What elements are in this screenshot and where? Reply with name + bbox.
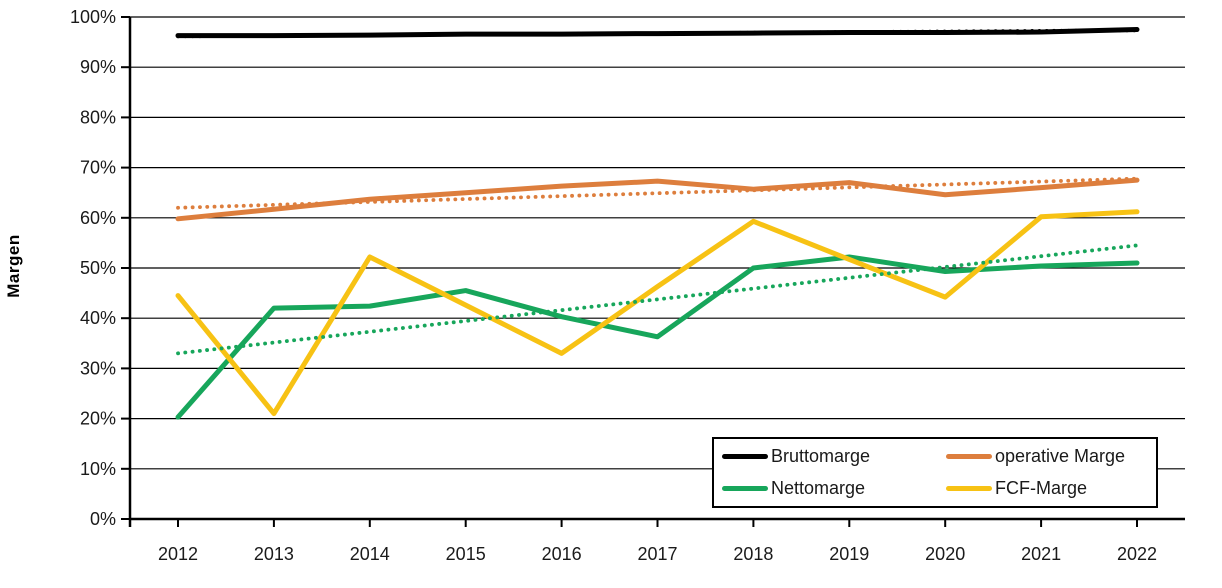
x-tick-label: 2021	[1021, 544, 1061, 564]
legend: Bruttomarge operative Marge Nettomarge F…	[712, 437, 1158, 508]
operative-marge-trendline	[176, 176, 1139, 210]
y-tick-label: 0%	[90, 509, 116, 529]
legend-label-bruttomarge: Bruttomarge	[771, 446, 871, 467]
x-tick-label: 2013	[254, 544, 294, 564]
operative-marge-line-swatch	[946, 454, 992, 460]
x-tick-label: 2014	[350, 544, 390, 564]
y-tick-label: 60%	[80, 208, 116, 228]
legend-item-fcf-marge: FCF-Marge	[946, 478, 1154, 499]
legend-label-fcf-marge: FCF-Marge	[995, 477, 1088, 498]
x-tick-label: 2019	[829, 544, 869, 564]
fcf-marge-line	[175, 209, 1140, 417]
legend-item-nettomarge: Nettomarge	[722, 478, 946, 499]
x-tick-label: 2016	[542, 544, 582, 564]
y-tick-label: 70%	[80, 158, 116, 178]
y-tick-label: 100%	[70, 7, 116, 27]
x-tick-label: 2015	[446, 544, 486, 564]
legend-label-operative-marge: operative Marge	[995, 446, 1126, 467]
x-tick-label: 2012	[158, 544, 198, 564]
x-tick-label: 2020	[925, 544, 965, 564]
bruttomarge-line	[175, 27, 1140, 39]
y-tick-label: 30%	[80, 358, 116, 378]
legend-item-operative-marge: operative Marge	[946, 446, 1154, 467]
operative-marge-line	[175, 177, 1140, 222]
fcf-marge-line-swatch	[946, 485, 992, 491]
y-tick-label: 50%	[80, 258, 116, 278]
y-tick-label: 80%	[80, 107, 116, 127]
legend-item-bruttomarge: Bruttomarge	[722, 446, 946, 467]
y-tick-label: 90%	[80, 57, 116, 77]
y-tick-label: 10%	[80, 459, 116, 479]
y-axis-title: Margen	[4, 234, 23, 298]
bruttomarge-line-swatch	[722, 454, 768, 460]
x-tick-label: 2017	[637, 544, 677, 564]
legend-label-nettomarge: Nettomarge	[771, 477, 866, 498]
y-tick-label: 40%	[80, 308, 116, 328]
x-tick-label: 2018	[733, 544, 773, 564]
y-tick-label: 20%	[80, 409, 116, 429]
bruttomarge-trendline	[176, 28, 1139, 39]
nettomarge-trendline	[176, 243, 1139, 356]
nettomarge-line-swatch	[722, 485, 768, 491]
x-tick-label: 2022	[1117, 544, 1157, 564]
